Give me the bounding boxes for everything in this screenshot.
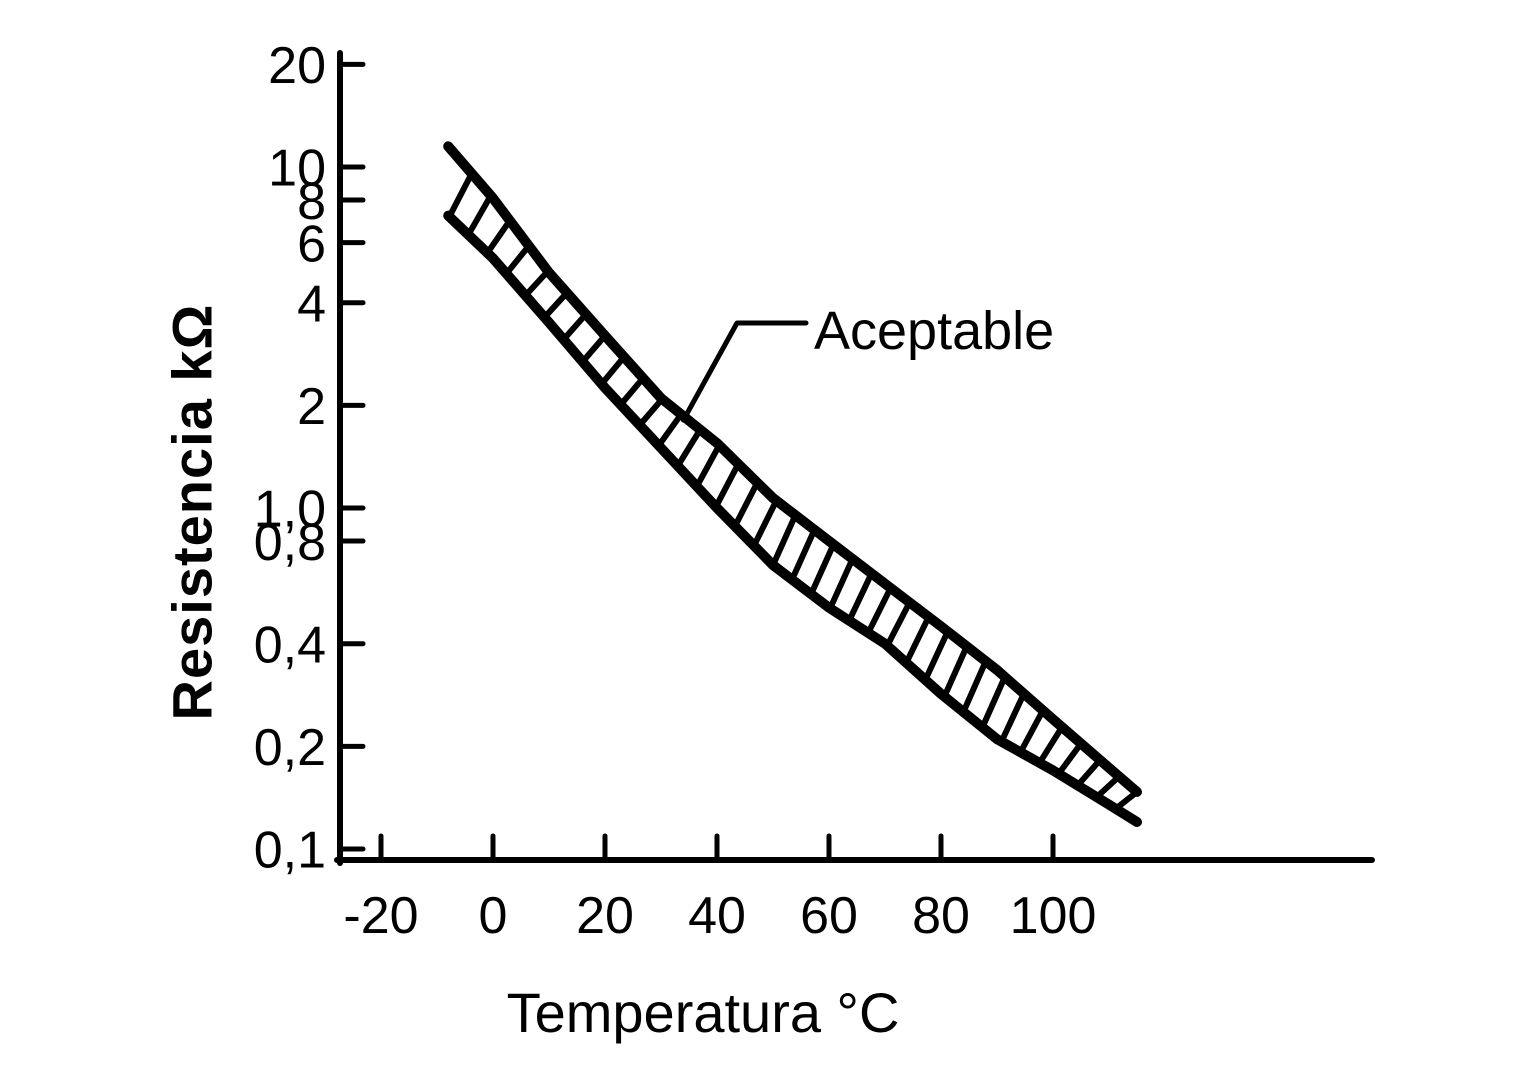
upper-limit-curve [443,141,1142,797]
hatch-mark [1074,757,1104,789]
hatch-mark [522,268,551,299]
hatch-mark [827,555,856,612]
hatch-mark [503,242,532,277]
hatch-mark [674,426,704,469]
hatch-mark [1036,724,1065,766]
hatch-mark [1017,707,1046,756]
y-tick-label: 0,2 [254,719,326,777]
y-tick-label: 4 [297,275,326,333]
x-axis-title: Temperatura °C [506,981,900,1044]
hatch-mark [560,311,589,343]
hatch-mark [598,353,628,387]
hatch-mark [846,570,875,624]
x-tick-label: 100 [1010,887,1097,945]
hatch-mark [789,526,818,583]
y-tick-label: 1,0 [254,481,326,539]
hatch-mark [941,643,970,700]
hatch-mark [541,289,570,321]
hatch-mark [484,217,513,256]
hatch-mark [731,479,761,530]
y-axis-title: Resistencia kΩ [160,303,224,721]
y-tick-label: 10 [268,140,326,198]
x-tick-label: 80 [912,887,970,945]
hatch-mark [808,541,837,598]
x-tick-label: 20 [576,887,634,945]
y-tick-label: 8 [297,173,326,231]
x-tick-label: 0 [479,887,508,945]
y-tick-label: 20 [268,37,326,95]
hatch-mark [998,690,1027,745]
hatch-mark [979,673,1008,731]
x-tick-label: 40 [688,887,746,945]
band-annotation-label: Aceptable [814,301,1055,361]
y-tick-label: 6 [297,215,326,273]
y-tick-label: 0,1 [254,822,326,880]
y-tick-label: 0,8 [254,514,326,572]
hatch-mark [960,658,989,715]
hatch-mark [750,497,780,549]
hatch-mark [712,460,742,510]
hatch-mark [865,584,894,636]
hatch-mark [903,613,932,666]
x-tick-label: 60 [800,887,858,945]
hatch-mark [617,375,647,408]
hatch-mark [770,512,799,569]
x-tick-label: -20 [343,887,418,945]
lower-limit-curve [443,210,1142,827]
hatch-mark [655,411,685,449]
hatch-mark [579,332,608,365]
hatch-mark [693,442,723,490]
annotation-leader-line [680,320,809,423]
hatch-mark [636,396,666,429]
y-tick-label: 2 [297,378,326,436]
hatch-mark [446,170,475,220]
hatch-mark [884,599,913,649]
hatch-mark [922,628,951,683]
y-tick-label: 0,4 [254,616,326,674]
hatch-mark [1055,740,1084,777]
hatch-mark [465,192,494,238]
